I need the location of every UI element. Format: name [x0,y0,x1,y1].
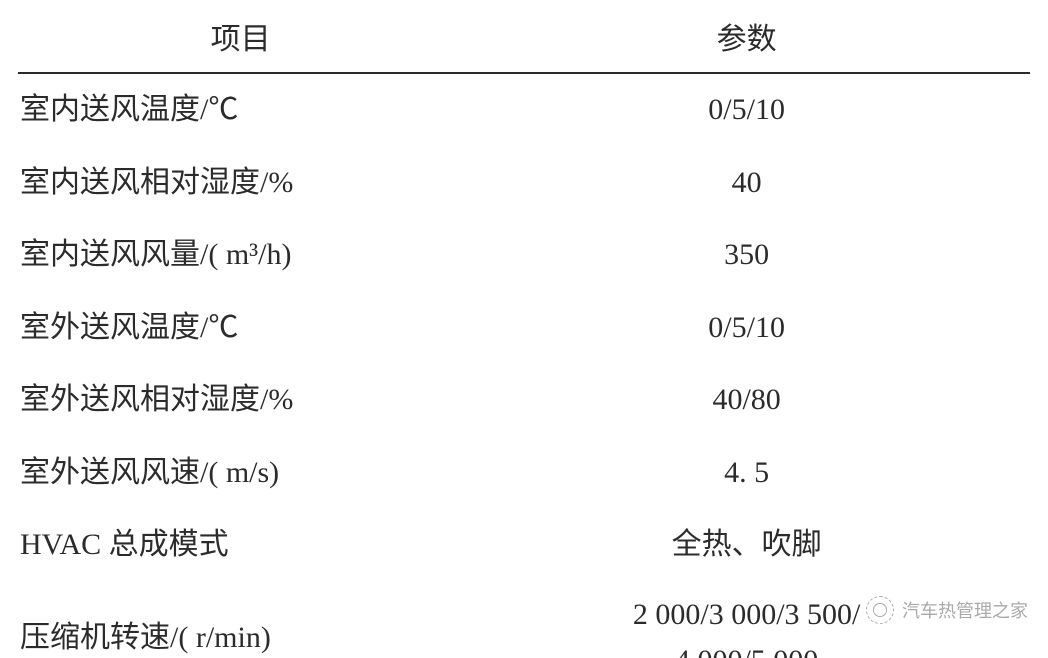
row-value: 350 [463,219,1030,292]
row-item: HVAC 总成模式 [18,509,463,582]
table-row: 室内送风风量/( m³/h) 350 [18,219,1030,292]
table-row: 室外送风温度/℃ 0/5/10 [18,292,1030,365]
table-row: 压缩机转速/( r/min) 2 000/3 000/3 500/4 000/5… [18,582,1030,658]
row-value: 4. 5 [463,437,1030,510]
row-value: 0/5/10 [463,73,1030,147]
row-item: 室外送风相对湿度/% [18,364,463,437]
header-item: 项目 [18,6,463,73]
table-row: 室外送风相对湿度/% 40/80 [18,364,1030,437]
row-item: 压缩机转速/( r/min) [18,582,463,658]
row-item: 室外送风风速/( m/s) [18,437,463,510]
row-value: 40 [463,147,1030,220]
row-item: 室内送风风量/( m³/h) [18,219,463,292]
parameters-table: 项目 参数 室内送风温度/℃ 0/5/10 室内送风相对湿度/% 40 室内送风… [18,6,1030,658]
row-value-multiline: 2 000/3 000/3 500/4 000/5 000 [633,592,861,658]
row-value: 2 000/3 000/3 500/4 000/5 000 [463,582,1030,658]
row-value: 40/80 [463,364,1030,437]
table-row: 室外送风风速/( m/s) 4. 5 [18,437,1030,510]
row-value: 全热、吹脚 [463,509,1030,582]
row-item: 室外送风温度/℃ [18,292,463,365]
table-row: 室内送风相对湿度/% 40 [18,147,1030,220]
table-row: 室内送风温度/℃ 0/5/10 [18,73,1030,147]
row-item: 室内送风温度/℃ [18,73,463,147]
row-value: 0/5/10 [463,292,1030,365]
header-value: 参数 [463,6,1030,73]
row-item: 室内送风相对湿度/% [18,147,463,220]
table-row: HVAC 总成模式 全热、吹脚 [18,509,1030,582]
